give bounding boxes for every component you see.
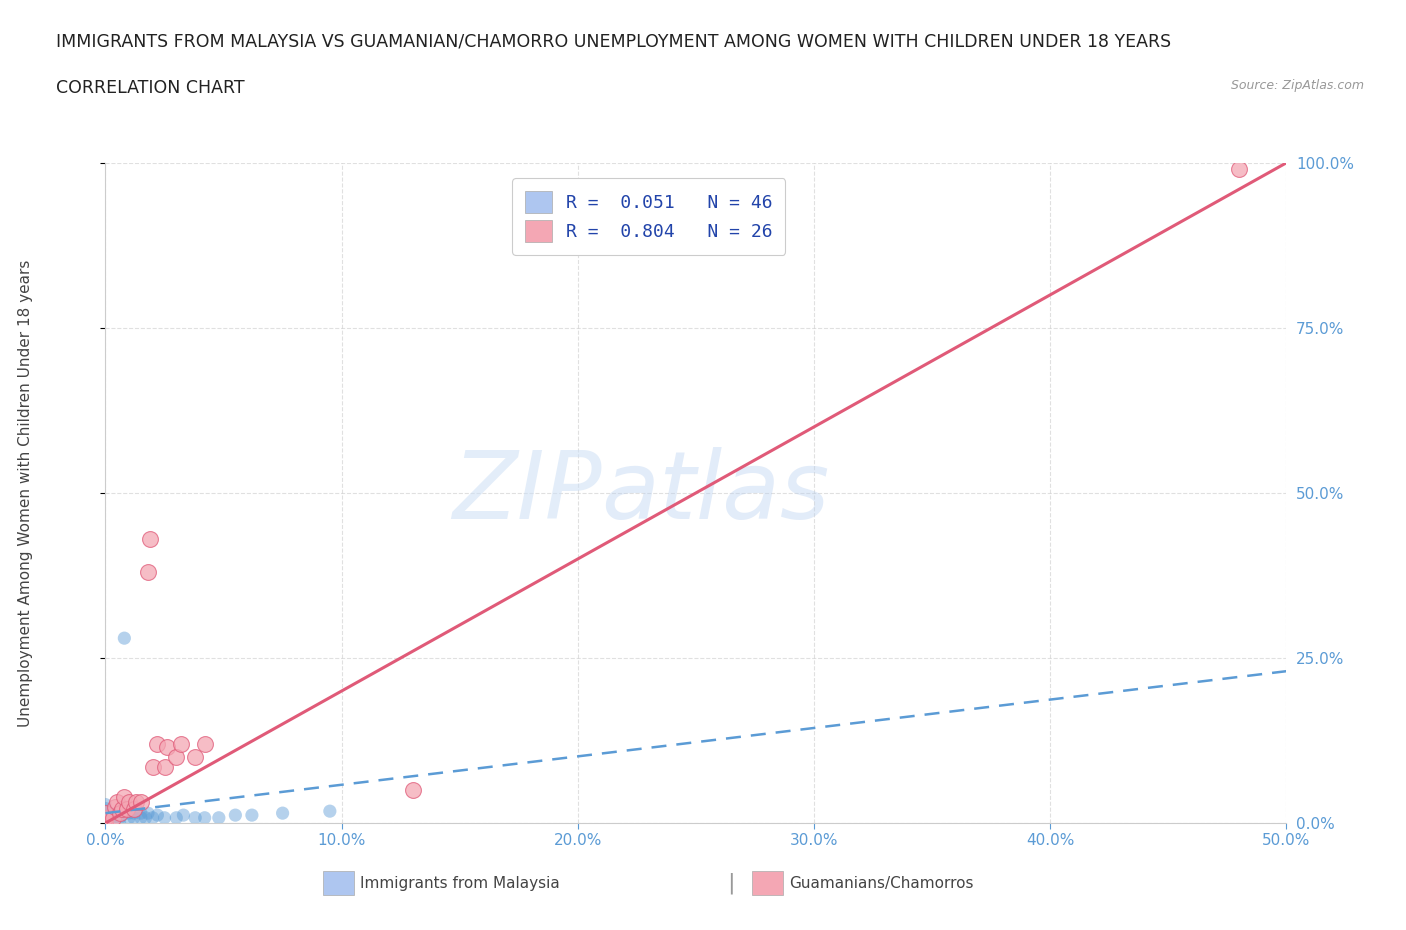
Point (118, 794, 141, 809)
Point (146, 807, 169, 822)
Point (111, 804, 134, 818)
Text: atlas: atlas (602, 447, 830, 538)
Point (146, 737, 169, 751)
Point (94, 816, 117, 830)
Point (94, 797, 117, 812)
Point (94, 805, 117, 820)
Point (240, 807, 263, 822)
Point (94, 807, 117, 822)
Point (136, 805, 159, 820)
Point (165, 750, 187, 764)
Text: Source: ZipAtlas.com: Source: ZipAtlas.com (1230, 79, 1364, 92)
Point (170, 737, 193, 751)
Point (108, 816, 131, 830)
Point (94, 816, 117, 830)
Point (115, 801, 138, 816)
Point (94, 816, 117, 830)
Point (122, 801, 145, 816)
Text: Unemployment Among Women with Children Under 18 years: Unemployment Among Women with Children U… (18, 259, 32, 726)
Point (194, 737, 217, 751)
Point (118, 805, 141, 820)
Point (172, 807, 194, 822)
Point (129, 805, 152, 820)
Point (101, 816, 124, 830)
Point (401, 783, 423, 798)
Point (184, 810, 207, 825)
Point (112, 799, 135, 814)
Point (165, 810, 187, 825)
Point (94, 807, 117, 822)
Point (94, 801, 117, 816)
Point (104, 805, 127, 820)
Point (94, 804, 117, 818)
Point (136, 565, 159, 579)
Point (108, 805, 131, 820)
Point (1227, 162, 1250, 177)
Point (208, 810, 231, 825)
Point (319, 804, 342, 818)
Point (184, 750, 207, 764)
Point (139, 532, 162, 547)
Point (122, 805, 145, 820)
Point (94, 816, 117, 830)
Text: ZIP: ZIP (451, 447, 602, 538)
Point (111, 801, 134, 816)
Point (94, 810, 117, 825)
Point (224, 807, 246, 822)
Point (194, 810, 217, 825)
Text: Guamanians/Chamorros: Guamanians/Chamorros (789, 876, 973, 891)
Legend: R =  0.051   N = 46, R =  0.804   N = 26: R = 0.051 N = 46, R = 0.804 N = 26 (512, 179, 786, 255)
Point (104, 799, 127, 814)
Point (94, 816, 117, 830)
Point (142, 760, 165, 775)
Point (94, 812, 117, 827)
Point (105, 794, 128, 809)
Point (153, 810, 176, 825)
Point (153, 760, 176, 775)
Text: CORRELATION CHART: CORRELATION CHART (56, 79, 245, 97)
Text: Immigrants from Malaysia: Immigrants from Malaysia (360, 876, 560, 891)
Point (94, 816, 117, 830)
Point (94, 816, 117, 830)
Point (129, 794, 152, 809)
Point (142, 810, 165, 825)
Text: IMMIGRANTS FROM MALAYSIA VS GUAMANIAN/CHAMORRO UNEMPLOYMENT AMONG WOMEN WITH CHI: IMMIGRANTS FROM MALAYSIA VS GUAMANIAN/CH… (56, 33, 1171, 50)
Point (118, 810, 141, 825)
Point (94, 810, 117, 825)
Point (125, 794, 148, 809)
Point (101, 810, 124, 825)
Point (112, 790, 135, 804)
Point (94, 805, 117, 820)
Point (94, 812, 117, 827)
Point (122, 810, 145, 825)
Point (101, 810, 124, 825)
Point (112, 631, 135, 645)
Text: |: | (727, 872, 735, 895)
Point (135, 810, 157, 825)
Point (108, 810, 131, 825)
Point (129, 810, 152, 825)
Point (94, 805, 117, 820)
Point (271, 805, 294, 820)
Point (156, 739, 179, 754)
Point (111, 807, 134, 822)
Point (94, 810, 117, 825)
